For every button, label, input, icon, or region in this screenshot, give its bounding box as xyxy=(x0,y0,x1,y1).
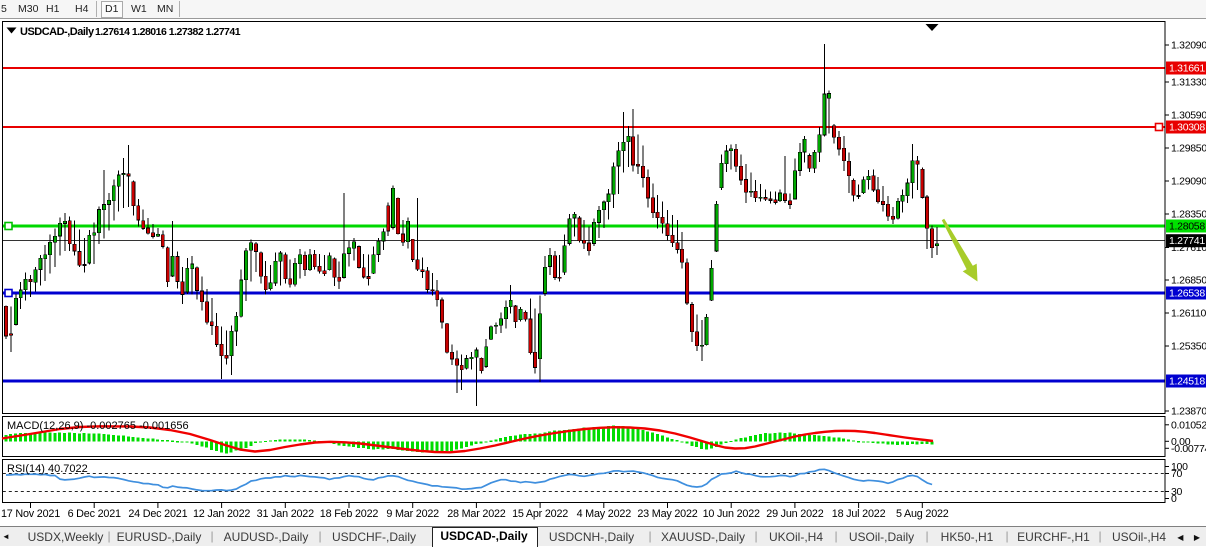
svg-text:18 Jul 2022: 18 Jul 2022 xyxy=(832,508,886,520)
svg-text:1.26850: 1.26850 xyxy=(1171,275,1206,287)
svg-text:29 Jun 2022: 29 Jun 2022 xyxy=(766,508,823,520)
svg-text:1.25350: 1.25350 xyxy=(1171,341,1206,353)
svg-text:1.23870: 1.23870 xyxy=(1171,406,1206,418)
svg-text:18 Feb 2022: 18 Feb 2022 xyxy=(320,508,379,520)
svg-text:MACD(12,26,9) -0.002765 -0.001: MACD(12,26,9) -0.002765 -0.001656 xyxy=(7,420,189,432)
svg-text:15 Apr 2022: 15 Apr 2022 xyxy=(512,508,568,520)
svg-text:1.24518: 1.24518 xyxy=(1169,376,1205,388)
svg-text:5 Aug 2022: 5 Aug 2022 xyxy=(896,508,949,520)
svg-text:70: 70 xyxy=(1171,468,1183,480)
svg-text:10 Jun 2022: 10 Jun 2022 xyxy=(703,508,760,520)
svg-text:30: 30 xyxy=(1171,486,1183,498)
svg-text:23 May 2022: 23 May 2022 xyxy=(637,508,697,520)
svg-text:1.30308: 1.30308 xyxy=(1169,122,1205,134)
svg-text:RSI(14) 40.7022: RSI(14) 40.7022 xyxy=(7,463,88,475)
svg-text:0: 0 xyxy=(1171,493,1177,505)
svg-text:1.26538: 1.26538 xyxy=(1169,288,1205,300)
svg-text:1.32090: 1.32090 xyxy=(1171,40,1206,52)
svg-text:6 Dec 2021: 6 Dec 2021 xyxy=(68,508,121,520)
svg-text:1.31661: 1.31661 xyxy=(1169,63,1205,75)
svg-text:0.01052: 0.01052 xyxy=(1171,419,1206,431)
svg-text:1.27741: 1.27741 xyxy=(1169,235,1205,247)
svg-text:4 May 2022: 4 May 2022 xyxy=(577,508,632,520)
svg-text:31 Jan 2022: 31 Jan 2022 xyxy=(257,508,314,520)
svg-text:1.28350: 1.28350 xyxy=(1171,209,1206,221)
svg-text:1.30590: 1.30590 xyxy=(1171,110,1206,122)
svg-text:17 Nov 2021: 17 Nov 2021 xyxy=(1,508,60,520)
svg-text:12 Jan 2022: 12 Jan 2022 xyxy=(193,508,250,520)
svg-text:USDCAD-,Daily: USDCAD-,Daily xyxy=(20,26,95,38)
svg-text:28 Mar 2022: 28 Mar 2022 xyxy=(447,508,506,520)
svg-text:-0.00774: -0.00774 xyxy=(1171,443,1206,455)
svg-text:1.29850: 1.29850 xyxy=(1171,143,1206,155)
svg-text:24 Dec 2021: 24 Dec 2021 xyxy=(128,508,187,520)
svg-text:100: 100 xyxy=(1171,461,1188,473)
svg-text:1.28058: 1.28058 xyxy=(1169,221,1205,233)
svg-text:0.00: 0.00 xyxy=(1171,436,1191,448)
svg-text:1.31330: 1.31330 xyxy=(1171,77,1206,89)
svg-text:1.26110: 1.26110 xyxy=(1171,308,1206,320)
svg-text:1.29090: 1.29090 xyxy=(1171,176,1206,188)
svg-text:9 Mar 2022: 9 Mar 2022 xyxy=(386,508,439,520)
svg-text:1.27614 1.28016 1.27382 1.2774: 1.27614 1.28016 1.27382 1.27741 xyxy=(95,26,241,38)
